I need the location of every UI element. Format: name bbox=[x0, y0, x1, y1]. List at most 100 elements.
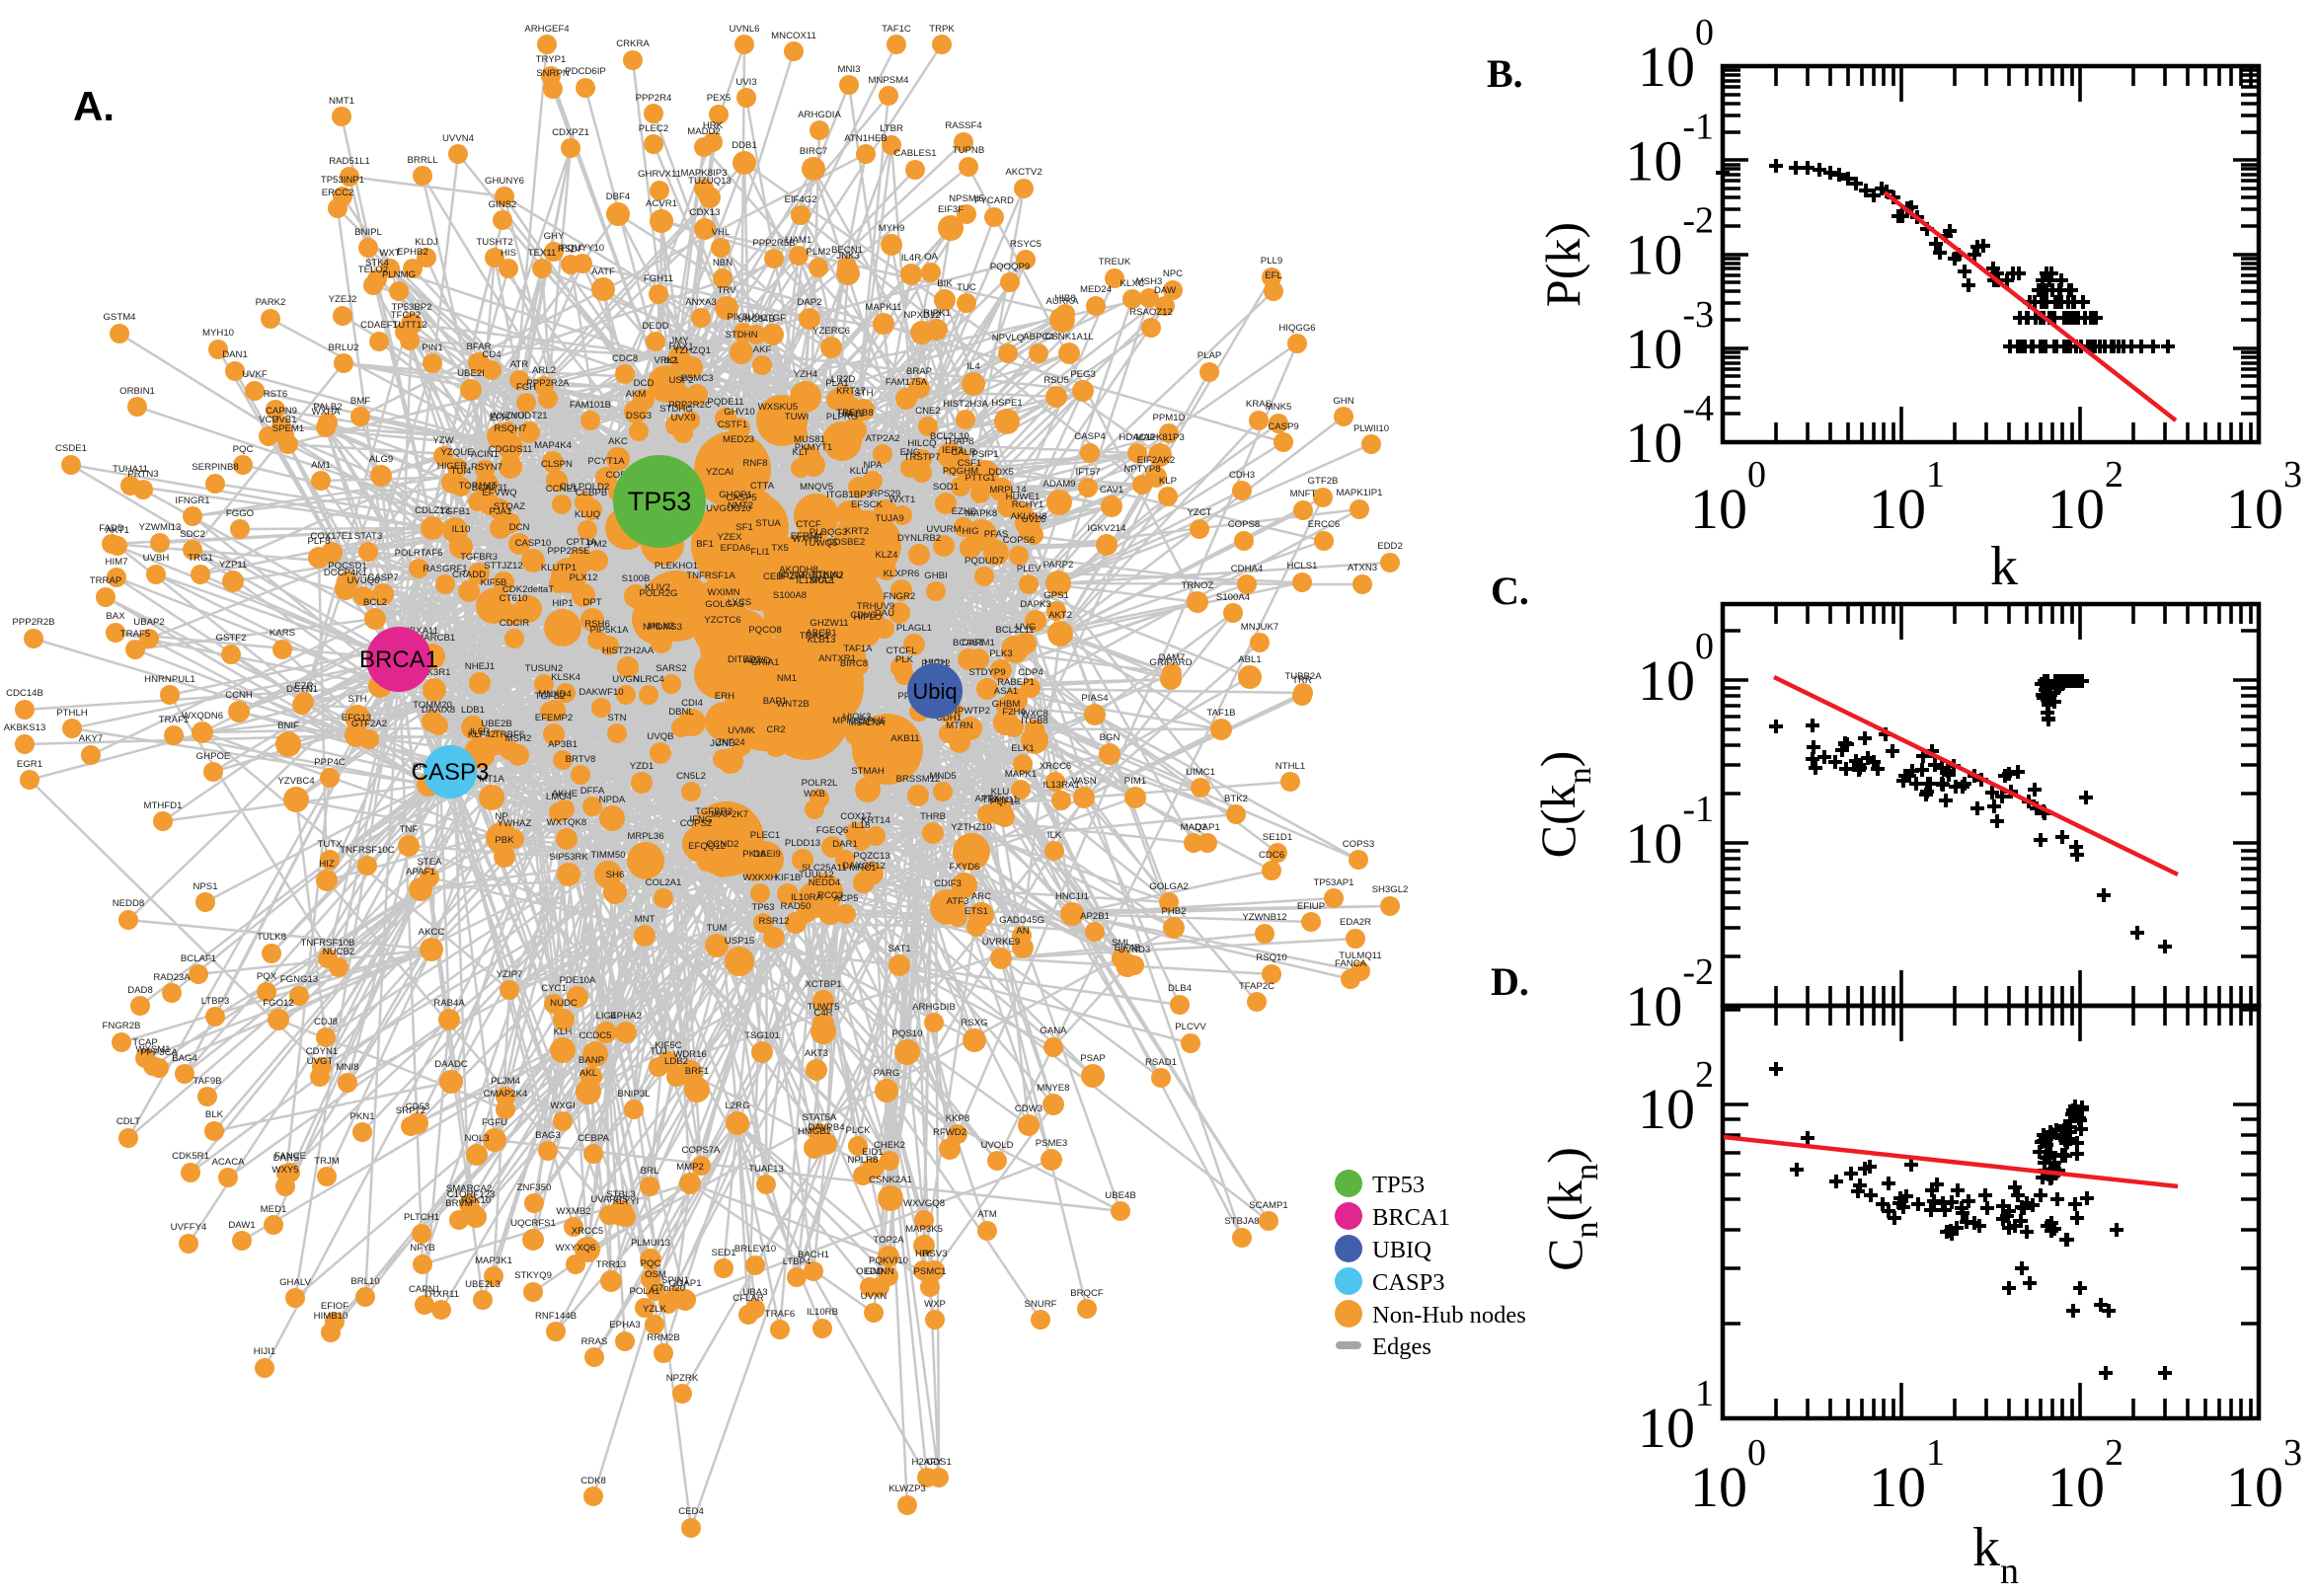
svg-text:PQKVI10: PQKVI10 bbox=[869, 1255, 908, 1266]
svg-text:LR2D: LR2D bbox=[831, 374, 856, 385]
svg-text:RABEP1: RABEP1 bbox=[997, 677, 1035, 688]
svg-text:HIMB10: HIMB10 bbox=[314, 1311, 348, 1322]
svg-text:BIK: BIK bbox=[937, 278, 953, 289]
svg-text:STUA: STUA bbox=[755, 518, 781, 529]
svg-text:YZIP7: YZIP7 bbox=[497, 969, 523, 980]
svg-text:TRXR11: TRXR11 bbox=[424, 1289, 459, 1300]
svg-text:PLWII10: PLWII10 bbox=[1353, 423, 1389, 434]
svg-text:WDR16: WDR16 bbox=[673, 1049, 707, 1060]
svg-text:WXP: WXP bbox=[924, 1299, 946, 1310]
svg-text:HIA13: HIA13 bbox=[838, 409, 865, 419]
svg-text:MNXD4: MNXD4 bbox=[538, 689, 572, 700]
svg-text:UAM1: UAM1 bbox=[786, 235, 812, 246]
svg-text:HMGB2: HMGB2 bbox=[798, 1126, 831, 1137]
svg-text:GHV10: GHV10 bbox=[724, 407, 754, 418]
svg-text:GRIA1: GRIA1 bbox=[751, 657, 780, 668]
svg-text:SE1D1: SE1D1 bbox=[1263, 832, 1292, 843]
svg-text:PCNA: PCNA bbox=[859, 718, 886, 728]
svg-text:PEG3: PEG3 bbox=[1070, 369, 1096, 380]
svg-text:UVXN: UVXN bbox=[861, 1291, 888, 1302]
svg-text:PLEC2: PLEC2 bbox=[639, 123, 668, 134]
svg-text:COL2A1: COL2A1 bbox=[646, 877, 682, 888]
svg-text:DFFA: DFFA bbox=[580, 786, 605, 797]
svg-text:TRYP1: TRYP1 bbox=[536, 54, 567, 65]
svg-text:STQAZ: STQAZ bbox=[494, 501, 525, 512]
svg-text:C4R: C4R bbox=[813, 1008, 832, 1019]
svg-text:GANA: GANA bbox=[1040, 1026, 1067, 1036]
svg-text:CASP5: CASP5 bbox=[726, 493, 756, 503]
svg-text:S100B: S100B bbox=[622, 573, 651, 584]
svg-text:UVURM: UVURM bbox=[926, 524, 961, 535]
svg-text:TRJM: TRJM bbox=[314, 1156, 340, 1167]
svg-text:POLA1: POLA1 bbox=[630, 1286, 660, 1297]
svg-text:MAPK1IP1: MAPK1IP1 bbox=[1337, 488, 1383, 498]
svg-text:MAD2: MAD2 bbox=[1181, 822, 1207, 833]
svg-text:APTX: APTX bbox=[974, 794, 1000, 804]
svg-text:KLDJ: KLDJ bbox=[415, 237, 438, 248]
svg-text:RSQH7: RSQH7 bbox=[494, 423, 526, 434]
svg-text:DAD8: DAD8 bbox=[127, 985, 153, 996]
svg-text:LTBR: LTBR bbox=[880, 123, 903, 134]
svg-text:BRTV8: BRTV8 bbox=[566, 754, 596, 765]
svg-text:KLUQ: KLUQ bbox=[575, 509, 600, 520]
svg-text:CDC14B: CDC14B bbox=[6, 688, 43, 699]
svg-text:Non-Hub nodes: Non-Hub nodes bbox=[1372, 1302, 1526, 1329]
svg-text:HILX2: HILX2 bbox=[649, 621, 675, 632]
svg-text:PM2: PM2 bbox=[587, 539, 607, 550]
svg-text:GHOP1: GHOP1 bbox=[719, 490, 752, 500]
svg-text:SERPINB8: SERPINB8 bbox=[192, 462, 238, 473]
svg-text:KLZ4: KLZ4 bbox=[876, 550, 899, 561]
svg-text:ELK1: ELK1 bbox=[1011, 743, 1034, 754]
svg-text:HILCQ: HILCQ bbox=[907, 438, 936, 449]
svg-text:DYNLRB2: DYNLRB2 bbox=[897, 533, 941, 544]
svg-text:TAF1C: TAF1C bbox=[882, 24, 911, 35]
svg-text:KRT2: KRT2 bbox=[845, 526, 869, 537]
svg-text:IFNGR1: IFNGR1 bbox=[175, 495, 209, 506]
svg-text:FGH: FGH bbox=[516, 382, 536, 393]
svg-text:AM1: AM1 bbox=[311, 460, 331, 471]
svg-text:XRCC6: XRCC6 bbox=[1040, 761, 1072, 772]
svg-text:CAPN9: CAPN9 bbox=[266, 406, 297, 417]
svg-text:BRLEV10: BRLEV10 bbox=[734, 1244, 776, 1254]
svg-text:NPLR8: NPLR8 bbox=[848, 1155, 879, 1166]
svg-text:BAG3: BAG3 bbox=[535, 1130, 561, 1141]
svg-text:BNIPL: BNIPL bbox=[354, 227, 382, 238]
svg-text:WXKXH: WXKXH bbox=[742, 873, 777, 883]
svg-text:CDHA4: CDHA4 bbox=[1231, 564, 1264, 574]
svg-text:SMARCA2: SMARCA2 bbox=[446, 1183, 492, 1194]
svg-text:EGR1: EGR1 bbox=[17, 759, 42, 770]
svg-text:PPP2R5B: PPP2R5B bbox=[752, 238, 795, 249]
svg-text:KLT: KLT bbox=[793, 447, 810, 458]
svg-text:PLAP: PLAP bbox=[1197, 350, 1222, 361]
svg-text:PIM1: PIM1 bbox=[1124, 776, 1146, 787]
svg-text:TRAF2: TRAF2 bbox=[800, 631, 829, 642]
svg-text:USP2: USP2 bbox=[668, 375, 693, 386]
svg-text:AKL: AKL bbox=[579, 1068, 598, 1079]
svg-text:RIPK1: RIPK1 bbox=[923, 308, 951, 319]
svg-text:CAV1: CAV1 bbox=[1100, 485, 1123, 495]
svg-text:STEA: STEA bbox=[417, 857, 442, 868]
svg-text:GADD45G: GADD45G bbox=[999, 915, 1044, 926]
svg-text:UBE2I: UBE2I bbox=[457, 368, 485, 379]
svg-text:DAEI9: DAEI9 bbox=[753, 849, 781, 860]
svg-text:RSH6: RSH6 bbox=[584, 619, 610, 630]
svg-text:CABLES1: CABLES1 bbox=[893, 148, 936, 159]
svg-text:YZD1: YZD1 bbox=[630, 761, 655, 772]
svg-text:APAF1: APAF1 bbox=[406, 867, 435, 877]
svg-text:IL13RA2: IL13RA2 bbox=[796, 575, 832, 586]
svg-text:MTRN: MTRN bbox=[946, 721, 973, 731]
svg-text:EIF4G2: EIF4G2 bbox=[784, 194, 816, 205]
svg-text:MSH3: MSH3 bbox=[1136, 276, 1163, 287]
svg-text:TCAP: TCAP bbox=[132, 1037, 158, 1048]
svg-text:CDH3: CDH3 bbox=[1229, 470, 1255, 481]
svg-text:STBJA8: STBJA8 bbox=[1224, 1216, 1259, 1227]
svg-text:RSYC5: RSYC5 bbox=[1010, 239, 1042, 250]
svg-text:ATF3: ATF3 bbox=[947, 896, 969, 907]
svg-text:HIPLO: HIPLO bbox=[854, 612, 883, 623]
svg-text:MYH10: MYH10 bbox=[202, 328, 234, 339]
svg-text:OSM: OSM bbox=[645, 1269, 666, 1280]
svg-text:PLEC1: PLEC1 bbox=[750, 830, 780, 841]
svg-text:PK16: PK16 bbox=[742, 849, 765, 860]
svg-text:BRCA1: BRCA1 bbox=[359, 646, 438, 673]
svg-text:PEX5: PEX5 bbox=[707, 93, 732, 104]
